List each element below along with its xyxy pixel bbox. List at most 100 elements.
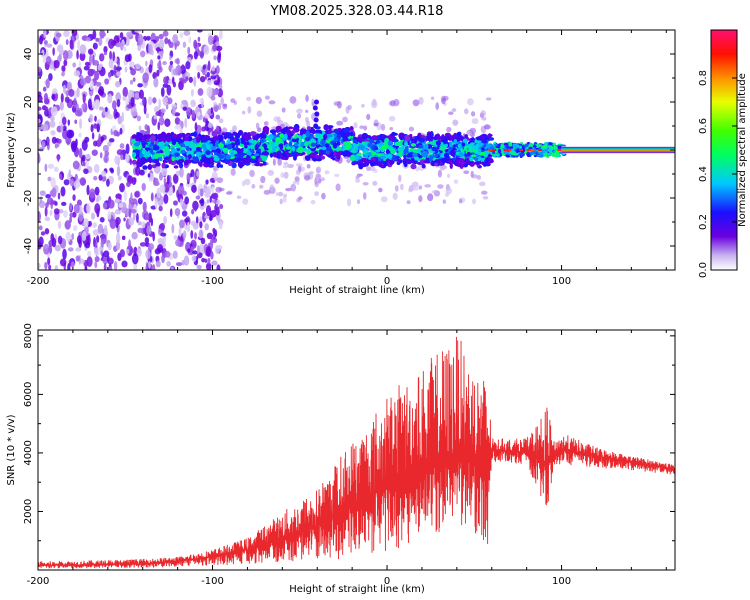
spectrogram-signal-blob [513, 152, 519, 156]
spectrogram-marks [38, 30, 675, 270]
spectrogram-noise-blob [156, 187, 161, 198]
spectrogram-noise-blob [171, 76, 175, 85]
spectrogram-noise-blob [159, 184, 166, 193]
spectrogram-signal-blob [405, 145, 409, 151]
spectrogram-noise-blob [380, 196, 388, 203]
spectrogram-noise-blob [98, 106, 104, 111]
spectrogram-noise-blob [155, 111, 161, 117]
spectrogram-noise-blob [166, 84, 172, 96]
spectrogram-noise-blob [173, 235, 178, 240]
spectrogram-noise-blob [113, 260, 118, 270]
spectrogram-signal-blob [258, 157, 263, 163]
spectrogram-noise-blob [148, 64, 153, 74]
spectrogram-noise-blob [92, 229, 100, 236]
spectrogram-signal-blob [441, 134, 445, 141]
spectrogram-noise-blob [73, 89, 78, 100]
spectrogram-signal-blob [410, 157, 415, 164]
spectrogram-noise-blob [82, 93, 86, 104]
spectrogram-noise-blob [150, 192, 154, 202]
spectrogram-signal-blob [458, 152, 465, 158]
spectrogram-noise-blob [280, 172, 285, 179]
spectrogram-noise-blob [295, 169, 301, 176]
spectrogram-noise-blob [41, 140, 46, 150]
spectrogram-noise-blob [181, 99, 188, 105]
spectrogram-signal-blob [168, 157, 172, 165]
spectrogram-signal-blob [210, 146, 216, 151]
spectrogram-signal-blob [396, 158, 401, 162]
spectrogram-signal-blob [494, 143, 498, 147]
spectrogram-noise-blob [199, 188, 204, 197]
spectrogram-noise-blob [142, 96, 145, 106]
spectrogram-signal-blob [387, 140, 394, 146]
spectrogram-noise-blob [73, 70, 81, 77]
spectrogram-noise-blob [180, 120, 184, 129]
spectrogram-noise-blob [190, 89, 194, 97]
spectrogram-noise-blob [297, 113, 302, 119]
spectrogram-noise-blob [103, 154, 109, 164]
spectrogram-noise-blob [212, 192, 219, 200]
spectrogram-signal-blob [288, 140, 293, 147]
spectrogram-noise-blob [67, 247, 74, 252]
spectrogram-noise-blob [119, 249, 125, 258]
spectrogram-noise-blob [164, 250, 171, 258]
spectrogram-noise-blob [206, 199, 210, 204]
spectrogram-signal-blob [403, 161, 408, 168]
spectrogram-noise-blob [76, 87, 80, 98]
spectrogram-noise-blob [123, 190, 128, 202]
spectrogram-signal-blob [311, 128, 316, 135]
spectrogram-noise-blob [432, 189, 438, 194]
spectrogram-noise-blob [137, 34, 144, 46]
spectrogram-noise-blob [210, 106, 214, 114]
spectrogram-noise-blob [93, 175, 98, 181]
colorbar-frame [710, 29, 738, 271]
spectrogram-noise-blob [283, 171, 289, 179]
spectrogram-noise-blob [214, 244, 220, 255]
spectrogram-signal-blob [468, 157, 474, 162]
spectrogram-noise-blob [263, 121, 269, 126]
spectrogram-noise-blob [187, 221, 190, 231]
spectrogram-noise-blob [411, 181, 419, 188]
spectrogram-noise-blob [164, 37, 169, 45]
spectrogram-line-segment [492, 149, 497, 151]
spectrogram-signal-blob [364, 143, 368, 149]
spectrogram-signal-blob [272, 147, 276, 153]
spectrogram-noise-blob [130, 209, 137, 214]
spectrogram-noise-blob [42, 244, 49, 249]
spectrogram-noise-blob [418, 195, 423, 203]
spectrogram-signal-blob [243, 146, 248, 154]
spectrogram-noise-blob [131, 231, 138, 240]
spectrogram-noise-blob [83, 168, 89, 175]
spectrogram-noise-blob [84, 136, 90, 143]
spectrogram-signal-blob [338, 150, 342, 156]
spectrogram-noise-blob [255, 122, 260, 130]
spectrogram-noise-blob [342, 116, 348, 123]
spectrogram-signal-blob [404, 141, 409, 147]
spectrogram-signal-blob [166, 136, 172, 143]
spectrogram-signal-blob [388, 147, 394, 151]
spectrogram-noise-blob [94, 84, 98, 92]
spectrogram-signal-blob [435, 140, 442, 146]
spectrogram-noise-blob [188, 76, 193, 83]
spectrogram-signal-blob [441, 157, 447, 164]
spectrogram-signal-blob [150, 135, 156, 142]
spectrogram-noise-blob [110, 168, 115, 174]
spectrogram-noise-blob [435, 102, 440, 110]
spectrogram-signal-blob [507, 142, 513, 147]
spectrogram-signal-blob [488, 137, 495, 141]
spectrogram-noise-blob [98, 174, 103, 181]
spectrogram-noise-blob [66, 82, 71, 90]
spectrogram-noise-blob [128, 208, 132, 218]
spectrogram-signal-blob [262, 126, 270, 133]
spectrogram-signal-blob [283, 152, 287, 158]
spectrogram-noise-blob [113, 64, 117, 76]
spectrogram-noise-blob [66, 129, 73, 139]
spectrogram-noise-blob [72, 194, 76, 201]
spectrogram-signal-blob [230, 152, 235, 157]
spectrogram-line-segment [557, 149, 562, 151]
spectrogram-signal-blob [257, 148, 262, 153]
spectrogram-noise-blob [113, 129, 119, 137]
spectrogram-noise-blob [305, 94, 309, 102]
spectrogram-noise-blob [196, 124, 202, 134]
spectrogram-noise-blob [205, 187, 211, 197]
